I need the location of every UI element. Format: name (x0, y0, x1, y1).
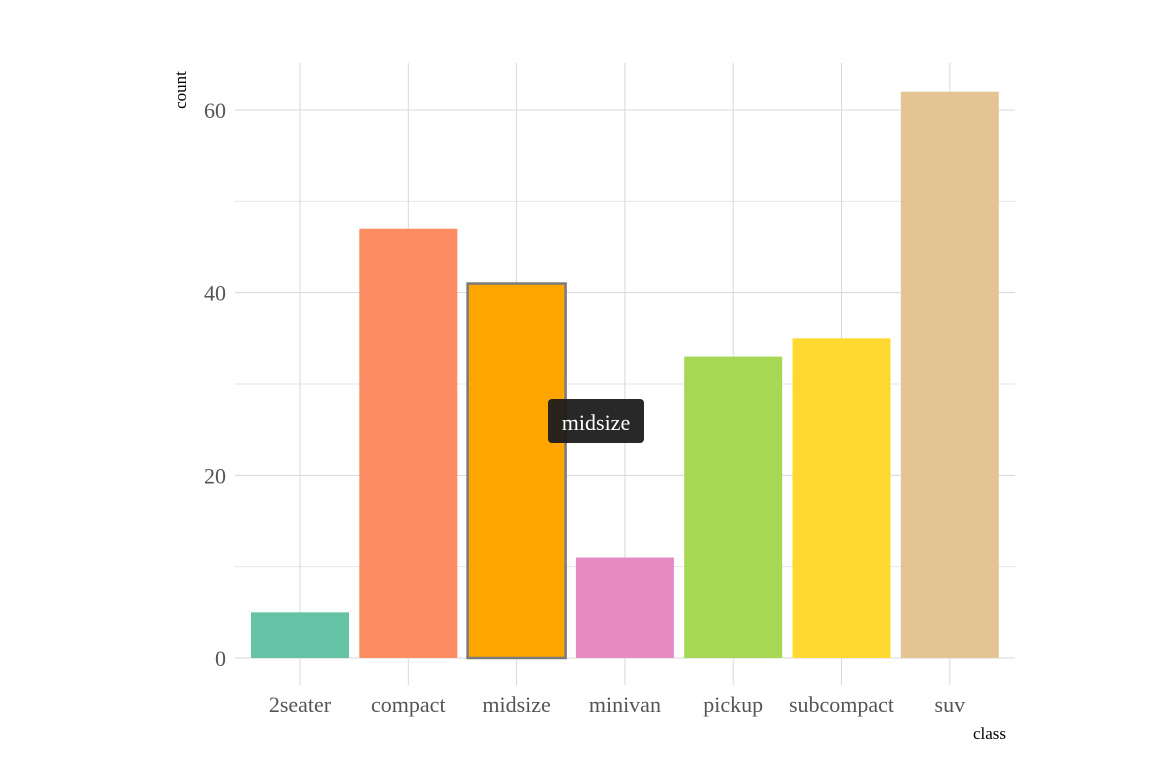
x-tick-label: midsize (482, 692, 550, 717)
x-tick-label: minivan (589, 692, 661, 717)
x-tick-label: compact (371, 692, 446, 717)
tooltip-box (548, 399, 644, 443)
y-tick-label: 20 (204, 463, 226, 488)
bar-suv[interactable] (900, 91, 999, 658)
y-tick-label: 60 (204, 98, 226, 123)
bar-subcompact[interactable] (792, 338, 891, 658)
x-tick-label: suv (935, 692, 966, 717)
x-tick-label: subcompact (789, 692, 894, 717)
bars (251, 91, 999, 660)
tooltip-label: midsize (562, 410, 630, 435)
x-tick-labels: 2seater compact midsize minivan pickup subcom… (269, 692, 965, 717)
bar-minivan[interactable] (575, 557, 674, 658)
y-tick-label: 40 (204, 281, 226, 306)
bar-pickup[interactable] (684, 356, 783, 658)
bar-compact[interactable] (359, 228, 458, 658)
y-axis-title: count (171, 71, 190, 109)
y-tick-labels: 0 20 40 60 (204, 98, 226, 671)
x-tick-label: pickup (703, 692, 763, 717)
x-axis-title: class (973, 724, 1006, 743)
tooltip: midsize (548, 399, 644, 443)
bar-2seater[interactable] (251, 612, 349, 658)
bar-midsize[interactable] (466, 282, 567, 660)
y-tick-label: 0 (215, 646, 226, 671)
x-tick-label: 2seater (269, 692, 332, 717)
